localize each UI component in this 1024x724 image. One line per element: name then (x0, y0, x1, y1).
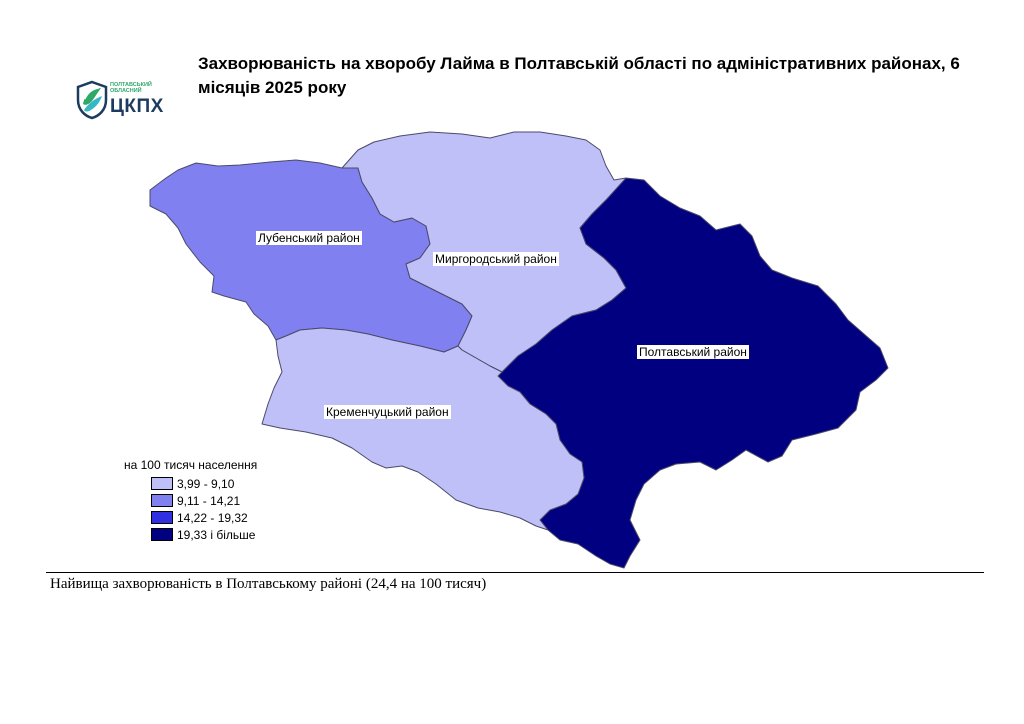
legend: на 100 тисяч населення 3,99 - 9,10 9,11 … (124, 458, 257, 543)
legend-item: 19,33 і більше (151, 526, 257, 543)
district-label-poltava: Полтавський район (637, 345, 749, 359)
legend-swatch (151, 477, 173, 490)
legend-swatch (151, 494, 173, 507)
legend-label: 3,99 - 9,10 (177, 476, 235, 491)
logo-line-2: ОБЛАСНИЙ (110, 88, 142, 94)
logo-line-1: ПОЛТАВСЬКИЙ (110, 82, 152, 88)
legend-swatch (151, 528, 173, 541)
district-label-lubny: Лубенський район (256, 231, 362, 245)
divider (46, 572, 984, 573)
district-shape-kremenchuk (261, 327, 585, 531)
legend-label: 9,11 - 14,21 (177, 493, 241, 508)
shield-leaf-icon (76, 80, 108, 120)
legend-swatch (151, 511, 173, 524)
logo-abbr: ЦКПХ (110, 96, 164, 117)
legend-item: 9,11 - 14,21 (151, 492, 257, 509)
legend-item: 3,99 - 9,10 (151, 475, 257, 492)
legend-item: 14,22 - 19,32 (151, 509, 257, 526)
district-shape-poltava (497, 177, 889, 569)
legend-label: 14,22 - 19,32 (177, 510, 248, 525)
district-label-kremenchuk: Кременчуцький район (324, 405, 451, 419)
legend-title: на 100 тисяч населення (124, 458, 258, 472)
legend-label: 19,33 і більше (177, 527, 256, 542)
footer-note: Найвища захворюваність в Полтавському ра… (50, 576, 487, 592)
map-title: Захворюваність на хворобу Лайма в Полтав… (198, 54, 960, 97)
logo: ПОЛТАВСЬКИЙ ОБЛАСНИЙ ЦКПХ (76, 76, 176, 126)
district-label-myrhorod: Миргородський район (433, 252, 559, 266)
